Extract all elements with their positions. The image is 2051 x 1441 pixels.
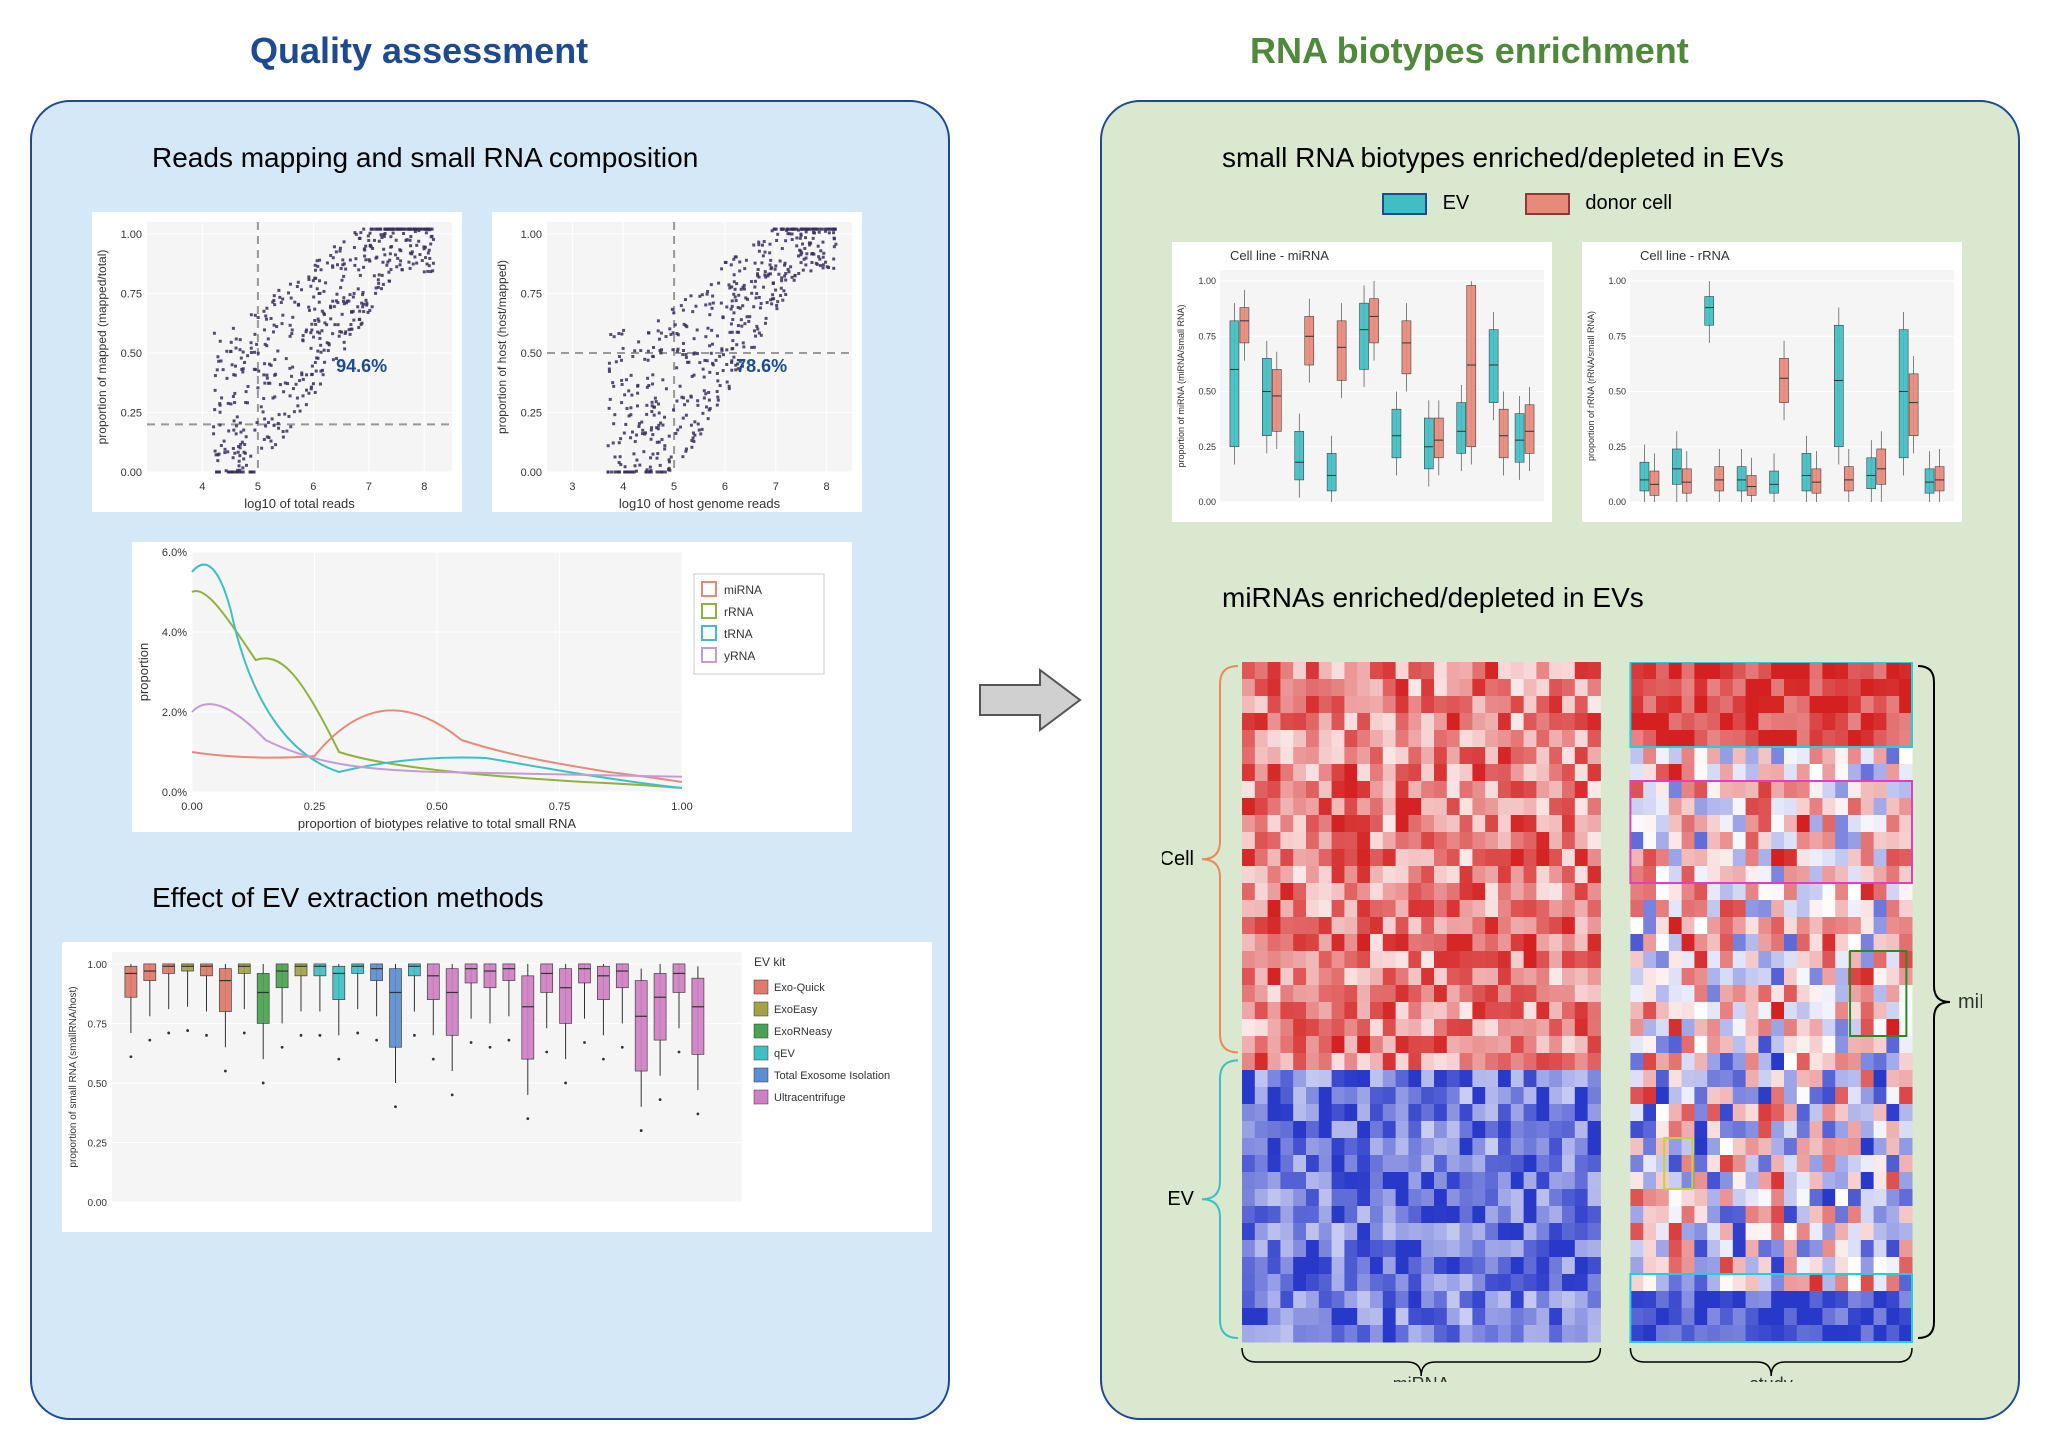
svg-text:1.00: 1.00 — [671, 801, 692, 813]
svg-text:0.75: 0.75 — [1198, 331, 1216, 341]
svg-text:proportion of miRNA (miRNA/sma: proportion of miRNA (miRNA/small RNA) — [1176, 304, 1186, 467]
evkit-boxplot: 0.00 0.25 0.50 0.75 1.00 EV kit Exo-Quick ExoEa… — [62, 942, 932, 1232]
heatmap-container: Cell EV miRNA miRNA study — [1162, 662, 1982, 1382]
legend-donor-swatch — [1525, 193, 1570, 215]
svg-text:0.00: 0.00 — [1608, 497, 1626, 507]
svg-text:1.00: 1.00 — [521, 229, 542, 241]
density-chart: 0.00 0.25 0.50 0.75 1.00 0.0% 2.0% 4.0% 6.0% miRN… — [132, 542, 852, 832]
svg-text:proportion of host (host/mappe: proportion of host (host/mapped) — [495, 260, 509, 434]
svg-text:tRNA: tRNA — [724, 627, 753, 641]
svg-text:Total Exosome Isolation: Total Exosome Isolation — [774, 1070, 890, 1082]
right-section2-title: miRNAs enriched/depleted in EVs — [1222, 582, 1644, 614]
svg-text:0.00: 0.00 — [121, 467, 142, 479]
scatter-mapped-chart: 4 5 6 7 8 0.00 0.25 0.50 0.75 1.00 94.6% log10 of t… — [92, 212, 462, 512]
svg-text:miRNA: miRNA — [724, 583, 762, 597]
svg-text:1.00: 1.00 — [121, 229, 142, 241]
left-section1-title: Reads mapping and small RNA composition — [152, 142, 698, 174]
svg-text:8: 8 — [824, 481, 830, 493]
svg-text:78.6%: 78.6% — [736, 356, 787, 376]
svg-text:0.25: 0.25 — [1198, 442, 1216, 452]
svg-text:94.6%: 94.6% — [336, 356, 387, 376]
svg-text:Exo-Quick: Exo-Quick — [774, 982, 825, 994]
svg-text:Cell: Cell — [1162, 848, 1194, 870]
svg-text:0.50: 0.50 — [1198, 387, 1216, 397]
right-section1-title: small RNA biotypes enriched/depleted in … — [1222, 142, 1784, 174]
svg-text:miRNA: miRNA — [1393, 1374, 1450, 1382]
svg-text:0.25: 0.25 — [1608, 442, 1626, 452]
svg-text:proportion: proportion — [136, 643, 151, 702]
svg-text:0.75: 0.75 — [88, 1019, 108, 1030]
svg-text:Ultracentrifuge: Ultracentrifuge — [774, 1092, 846, 1104]
svg-text:6: 6 — [722, 481, 728, 493]
svg-text:ExoRNeasy: ExoRNeasy — [774, 1026, 833, 1038]
svg-text:rRNA: rRNA — [724, 605, 753, 619]
svg-text:3: 3 — [569, 481, 575, 493]
svg-text:0.00: 0.00 — [181, 801, 202, 813]
svg-text:5: 5 — [255, 481, 261, 493]
arrow-icon — [970, 660, 1090, 740]
svg-text:0.50: 0.50 — [426, 801, 447, 813]
svg-text:0.0%: 0.0% — [162, 787, 187, 799]
svg-text:1.00: 1.00 — [1198, 276, 1216, 286]
svg-text:study: study — [1750, 1374, 1793, 1382]
svg-text:proportion of biotypes relativ: proportion of biotypes relative to total… — [298, 816, 577, 831]
svg-text:log10 of total reads: log10 of total reads — [244, 496, 355, 511]
svg-text:2.0%: 2.0% — [162, 707, 187, 719]
svg-text:proportion of mapped (mapped/t: proportion of mapped (mapped/total) — [95, 250, 109, 445]
svg-text:0.50: 0.50 — [88, 1079, 108, 1090]
svg-text:log10 of host genome reads: log10 of host genome reads — [619, 496, 781, 511]
svg-text:4.0%: 4.0% — [162, 627, 187, 639]
svg-text:0.00: 0.00 — [88, 1198, 108, 1209]
scatter-host-chart: 3 4 5 6 7 8 0.00 0.25 0.50 0.75 1.00 78.6% log10 of … — [492, 212, 862, 512]
svg-text:8: 8 — [421, 481, 427, 493]
svg-text:0.75: 0.75 — [121, 288, 142, 300]
boxplot-legend: EV donor cell — [1382, 192, 1672, 215]
svg-text:6: 6 — [310, 481, 316, 493]
svg-text:Cell line - rRNA: Cell line - rRNA — [1640, 248, 1730, 263]
svg-text:EV: EV — [1167, 1188, 1194, 1210]
box-mirna-chart: 0.00 0.25 0.50 0.75 1.00 Cell line - miRNA pro… — [1172, 242, 1552, 522]
svg-text:Cell line - miRNA: Cell line - miRNA — [1230, 248, 1329, 263]
svg-text:proportion of rRNA (rRNA/small: proportion of rRNA (rRNA/small RNA) — [1586, 311, 1596, 461]
quality-assessment-panel: Reads mapping and small RNA composition … — [30, 100, 950, 1420]
rna-biotypes-panel: small RNA biotypes enriched/depleted in … — [1100, 100, 2020, 1420]
svg-text:7: 7 — [366, 481, 372, 493]
svg-text:0.25: 0.25 — [304, 801, 325, 813]
right-panel-title: RNA biotypes enrichment — [1250, 30, 1689, 72]
svg-text:ExoEasy: ExoEasy — [774, 1004, 818, 1016]
svg-text:0.25: 0.25 — [88, 1138, 108, 1149]
svg-text:4: 4 — [199, 481, 205, 493]
svg-text:6.0%: 6.0% — [162, 547, 187, 559]
svg-text:0.00: 0.00 — [521, 467, 542, 479]
svg-text:0.50: 0.50 — [521, 348, 542, 360]
svg-text:0.25: 0.25 — [521, 407, 542, 419]
svg-text:miRNA: miRNA — [1958, 991, 1982, 1013]
svg-text:0.50: 0.50 — [121, 348, 142, 360]
svg-text:0.75: 0.75 — [549, 801, 570, 813]
legend-donor-label: donor cell — [1585, 192, 1672, 214]
svg-text:0.00: 0.00 — [1198, 497, 1216, 507]
legend-ev-label: EV — [1443, 192, 1470, 214]
svg-text:0.50: 0.50 — [1608, 387, 1626, 397]
svg-text:yRNA: yRNA — [724, 649, 755, 663]
left-panel-title: Quality assessment — [250, 30, 588, 72]
svg-text:5: 5 — [671, 481, 677, 493]
svg-text:1.00: 1.00 — [1608, 276, 1626, 286]
box-rrna-chart: 0.00 0.25 0.50 0.75 1.00 Cell line - rRNA prop… — [1582, 242, 1962, 522]
svg-text:EV kit: EV kit — [754, 955, 786, 969]
left-section2-title: Effect of EV extraction methods — [152, 882, 544, 914]
svg-text:0.75: 0.75 — [521, 288, 542, 300]
svg-text:0.25: 0.25 — [121, 407, 142, 419]
svg-text:7: 7 — [773, 481, 779, 493]
svg-text:1.00: 1.00 — [88, 960, 108, 971]
svg-text:0.75: 0.75 — [1608, 331, 1626, 341]
svg-text:qEV: qEV — [774, 1048, 795, 1060]
legend-ev-swatch — [1382, 193, 1427, 215]
svg-text:4: 4 — [620, 481, 626, 493]
svg-text:proportion of small RNA (small: proportion of small RNA (smallRNA/host) — [68, 986, 79, 1167]
